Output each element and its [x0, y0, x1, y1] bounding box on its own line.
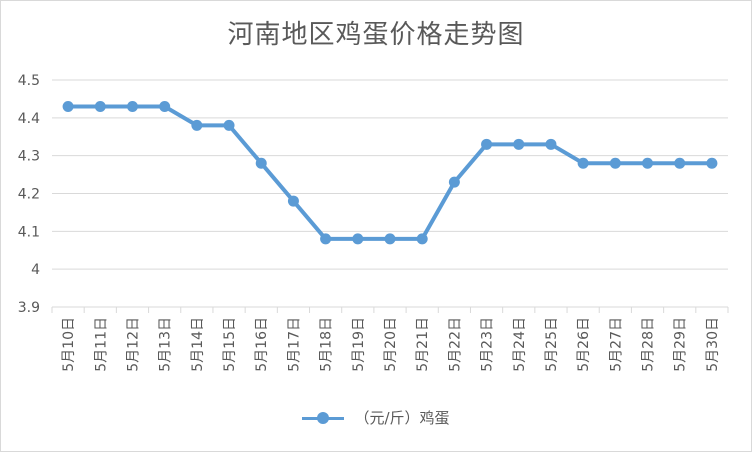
data-point: [126, 100, 138, 112]
data-point: [674, 157, 686, 169]
data-point: [545, 138, 557, 150]
data-point: [609, 157, 621, 169]
data-point: [642, 157, 654, 169]
data-point: [159, 100, 171, 112]
data-point: [706, 157, 718, 169]
data-point: [191, 119, 203, 131]
data-point: [513, 138, 525, 150]
data-point: [352, 233, 364, 245]
x-tick-label: 5月15日: [222, 317, 238, 372]
x-tick-label: 5月13日: [158, 317, 174, 372]
data-point: [287, 195, 299, 207]
y-tick-label: 4.3: [18, 149, 40, 165]
data-point: [320, 233, 332, 245]
x-tick-label: 5月28日: [641, 317, 657, 372]
legend: （元/斤）鸡蛋: [0, 407, 752, 428]
x-tick-label: 5月16日: [254, 317, 270, 372]
legend-line-marker-icon: [302, 411, 345, 425]
series-line: [66, 104, 714, 241]
data-point: [255, 157, 267, 169]
data-point: [384, 233, 396, 245]
x-tick-label: 5月27日: [608, 317, 624, 372]
data-point: [223, 119, 235, 131]
x-tick-label: 5月24日: [512, 317, 528, 372]
data-point: [448, 176, 460, 188]
x-tick-label: 5月21日: [415, 317, 431, 372]
data-point: [62, 100, 74, 112]
y-tick-label: 4.5: [18, 73, 40, 89]
x-tick-label: 5月14日: [190, 317, 206, 372]
x-tick-label: 5月12日: [125, 317, 141, 372]
chart-title: 河南地区鸡蛋价格走势图: [227, 20, 525, 50]
x-tick-label: 5月30日: [705, 317, 721, 372]
x-tick-label: 5月19日: [351, 317, 367, 372]
y-tick-label: 3.9: [18, 300, 40, 316]
y-tick-label: 4: [31, 262, 40, 278]
x-tick-label: 5月11日: [93, 317, 109, 372]
y-tick-label: 4.4: [18, 111, 40, 127]
x-tick-label: 5月23日: [480, 317, 496, 372]
legend-label: （元/斤）鸡蛋: [354, 409, 450, 427]
x-tick-label: 5月10日: [61, 317, 77, 372]
y-tick-label: 4.1: [18, 224, 40, 240]
x-tick-label: 5月29日: [673, 317, 689, 372]
x-tick-label: 5月22日: [447, 317, 463, 372]
x-tick-label: 5月17日: [286, 317, 302, 372]
x-tick-label: 5月26日: [576, 317, 592, 372]
data-point: [577, 157, 589, 169]
x-tick-label: 5月18日: [319, 317, 335, 372]
y-tick-label: 4.2: [18, 187, 40, 203]
data-point: [416, 233, 428, 245]
data-point: [94, 100, 106, 112]
x-tick-label: 5月25日: [544, 317, 560, 372]
data-point: [481, 138, 493, 150]
x-tick-label: 5月20日: [383, 317, 399, 372]
